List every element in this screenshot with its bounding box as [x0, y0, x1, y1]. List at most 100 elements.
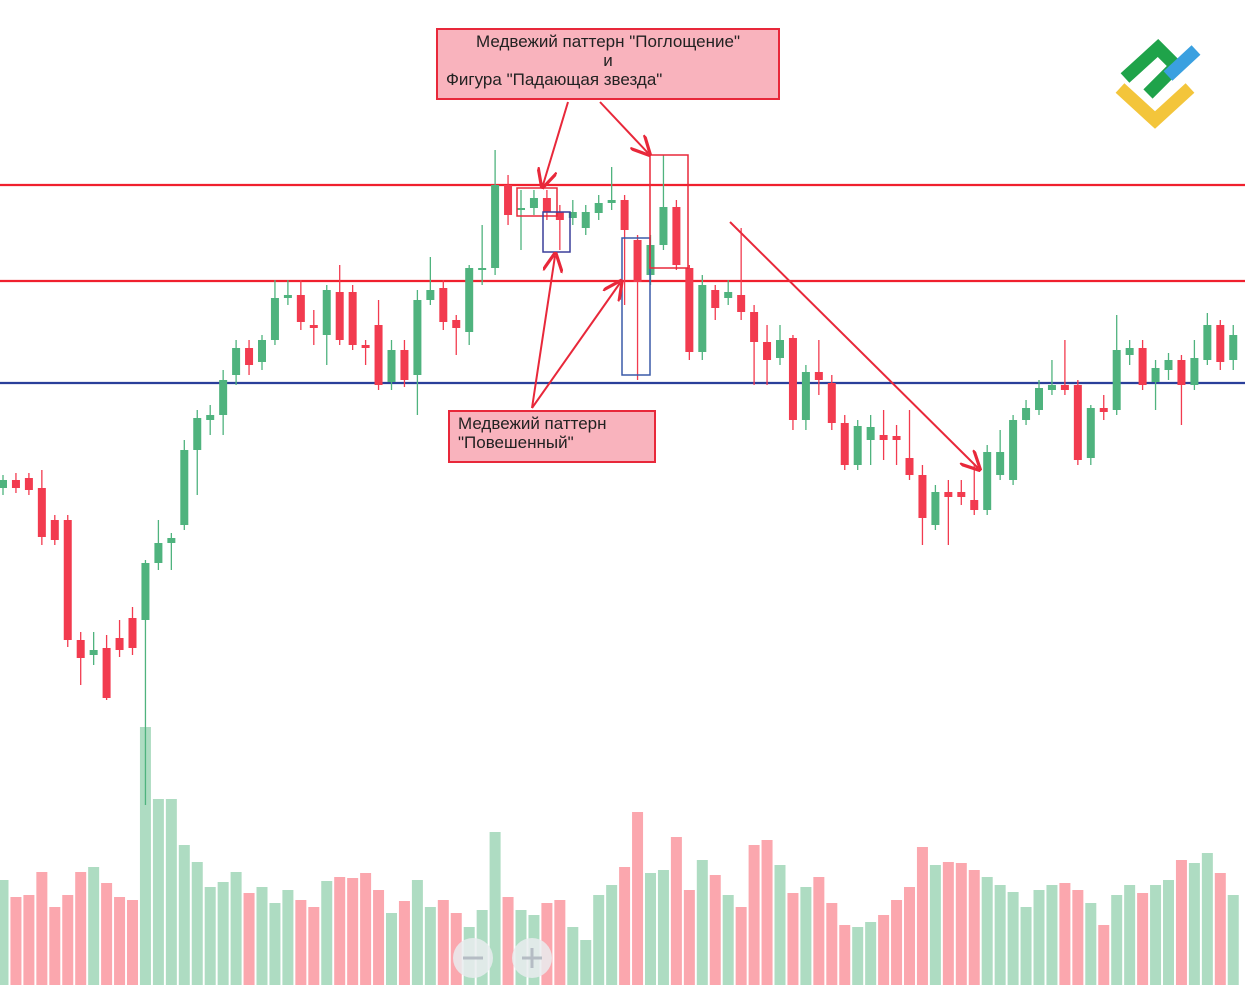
candle-body	[76, 640, 85, 658]
volume-bar	[580, 940, 592, 985]
candle-body	[283, 295, 292, 298]
volume-bar	[1111, 895, 1123, 985]
arrow	[531, 256, 555, 409]
candle-body	[1073, 385, 1082, 460]
volume-bar	[1188, 863, 1200, 985]
volume-bar	[1201, 853, 1213, 985]
candle-body	[439, 288, 448, 322]
volume-bar	[696, 860, 708, 985]
volume-bar	[968, 870, 980, 985]
candle-body	[944, 492, 953, 497]
volume-bar	[1175, 860, 1187, 985]
candle-body	[918, 475, 927, 518]
volume-bar	[308, 907, 320, 985]
candle-body	[879, 435, 888, 440]
annotation-box: Медвежий паттерн "Повешенный"	[448, 410, 656, 463]
candle-body	[555, 212, 564, 220]
candle-body	[1022, 408, 1031, 420]
volume-bar	[593, 895, 605, 985]
arrow	[531, 283, 620, 409]
candle-body	[776, 340, 784, 358]
volume-bar	[955, 863, 967, 985]
candle-body	[154, 543, 163, 563]
volume-bar	[826, 903, 838, 985]
volume-bar	[88, 867, 100, 985]
volume-bar	[1020, 907, 1032, 985]
candle-body	[905, 458, 914, 475]
volume-bar	[657, 870, 669, 985]
volume-bar	[619, 867, 631, 985]
volume-bar	[709, 875, 721, 985]
candle-body	[219, 380, 228, 415]
volume-bar	[1137, 893, 1149, 985]
volume-bar	[411, 880, 423, 985]
volume-bar	[774, 865, 786, 985]
candle-body	[348, 292, 357, 345]
volume-bar	[1150, 885, 1162, 985]
volume-bar	[1046, 885, 1058, 985]
volume-bar	[1033, 890, 1045, 985]
candle-body	[620, 200, 629, 230]
candle-body	[970, 500, 979, 510]
highlights	[516, 154, 689, 376]
candle-body	[594, 203, 603, 213]
candle-body	[296, 295, 305, 322]
volume-bar	[191, 862, 203, 985]
candle-body	[0, 480, 7, 488]
volume-bar	[916, 847, 928, 985]
volume-bar	[10, 897, 22, 985]
volume-bar	[334, 877, 346, 985]
candle-body	[1112, 350, 1121, 410]
logo-part	[1120, 39, 1186, 99]
volume-bar	[373, 890, 385, 985]
candle-body	[581, 212, 590, 228]
volume-bar	[360, 873, 372, 985]
volume-bar	[256, 887, 268, 985]
volume-bar	[683, 890, 695, 985]
volume-bar	[813, 877, 825, 985]
volume-bar	[295, 900, 307, 985]
candle-body	[931, 492, 940, 525]
volume-bar	[891, 900, 903, 985]
candle-body	[788, 338, 797, 420]
candle-body	[1164, 360, 1173, 370]
candle-body	[167, 538, 176, 543]
annotation-text: Медвежий паттерн "Поглощение"	[476, 32, 740, 51]
volume-bar	[1163, 880, 1174, 985]
candle-body	[245, 348, 254, 365]
volume-layer	[0, 727, 1239, 985]
highlight-box	[621, 237, 651, 376]
candle-body	[309, 325, 318, 328]
volume-bar	[75, 872, 87, 985]
volume-bar	[178, 845, 190, 985]
volume-bar	[1059, 883, 1071, 985]
candle-body	[387, 350, 396, 382]
candle-body	[102, 648, 111, 698]
volume-bar	[567, 927, 579, 985]
volume-bar	[1007, 892, 1019, 985]
candle-body	[400, 350, 409, 380]
candle-body	[50, 520, 59, 540]
volume-bar	[1085, 903, 1097, 985]
volume-bar	[865, 922, 877, 985]
logo-part	[1163, 45, 1201, 81]
candle-body	[724, 292, 733, 298]
volume-bar	[165, 799, 177, 985]
candle-body	[115, 638, 124, 650]
candle-body	[801, 372, 810, 420]
candle-body	[11, 480, 20, 488]
candle-body	[258, 340, 266, 362]
candle-body	[1099, 408, 1108, 412]
candle-body	[685, 268, 694, 352]
candle-body	[504, 185, 513, 215]
candle-body	[814, 372, 823, 380]
candle-body	[1060, 385, 1069, 390]
volume-bar	[230, 872, 242, 985]
volume-bar	[670, 837, 682, 985]
candle-body	[374, 325, 383, 385]
arrow	[599, 101, 648, 153]
volume-bar	[981, 877, 993, 985]
volume-bar	[942, 862, 954, 985]
highlight-box	[649, 154, 689, 269]
